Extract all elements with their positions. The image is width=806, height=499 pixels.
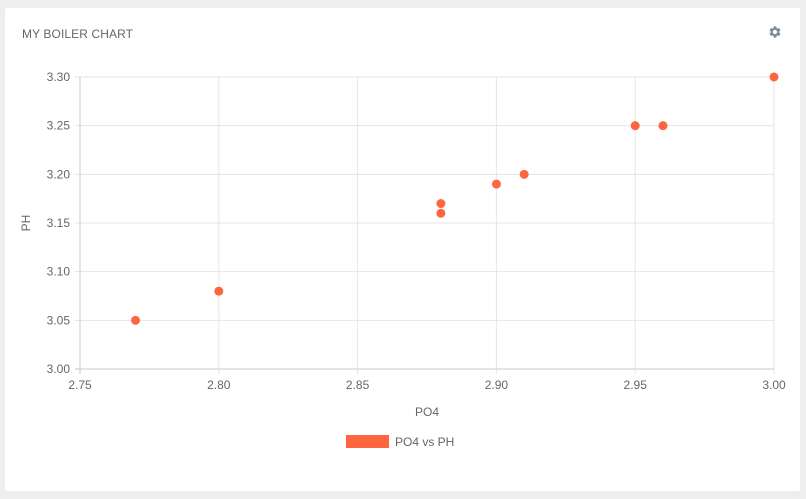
grid-lines [75,76,775,374]
data-point[interactable] [658,121,668,131]
y-tick-label: 3.10 [47,265,71,279]
x-tick-labels: 2.75 2.80 2.85 2.90 2.95 3.00 [68,378,786,392]
y-tick-label: 3.05 [47,313,71,327]
x-tick-label: 2.90 [485,378,509,392]
y-tick-label: 3.30 [47,70,71,84]
x-tick-label: 2.80 [207,378,231,392]
y-tick-label: 3.00 [47,362,71,376]
data-point[interactable] [214,286,224,296]
legend-label[interactable]: PO4 vs PH [395,435,454,449]
data-point[interactable] [436,199,446,209]
x-tick-label: 3.00 [762,378,786,392]
x-tick-label: 2.85 [346,378,370,392]
chart-card: MY BOILER CHART [5,8,800,491]
data-point[interactable] [519,169,529,179]
data-points [131,72,779,325]
legend[interactable]: PO4 vs PH [346,435,454,449]
y-tick-label: 3.15 [47,216,71,230]
data-point[interactable] [436,208,446,218]
data-point[interactable] [769,72,779,82]
chart-card-title: MY BOILER CHART [22,27,134,41]
data-point[interactable] [630,121,640,131]
gear-icon[interactable] [768,25,782,39]
x-axis-title: PO4 [415,405,439,419]
y-tick-label: 3.25 [47,119,71,133]
data-point[interactable] [131,315,141,325]
y-axis-title: PH [19,215,33,232]
y-tick-label: 3.20 [47,167,71,181]
x-tick-label: 2.75 [68,378,92,392]
y-tick-labels: 3.00 3.05 3.10 3.15 3.20 3.25 3.30 [47,70,71,376]
data-point[interactable] [491,179,501,189]
legend-swatch[interactable] [346,435,389,448]
axes [75,77,774,374]
x-tick-label: 2.95 [624,378,648,392]
